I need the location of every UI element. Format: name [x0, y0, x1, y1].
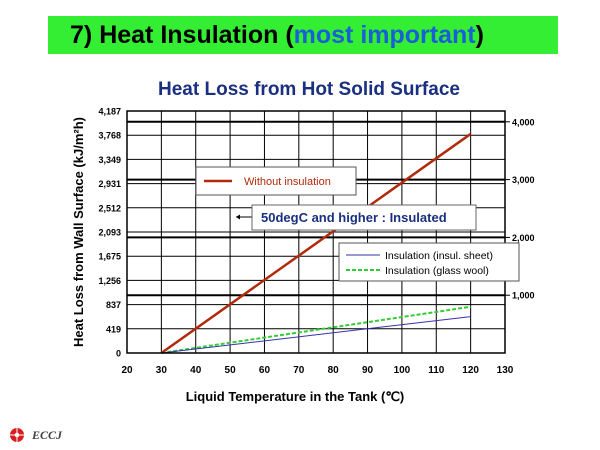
y2-tick-label: 4,000 [512, 117, 535, 127]
logo-mark-spacer [13, 428, 27, 442]
series-line-without-insulation [160, 132, 472, 355]
x-tick-label: 60 [259, 365, 271, 376]
x-tick-label: 30 [156, 365, 168, 376]
slide-title-number: 7) [70, 21, 93, 49]
legend-insulation: Insulation (insul. sheet) Insulation (gl… [338, 242, 520, 282]
y2-tick-label: 3,000 [512, 175, 535, 185]
annotation-box [251, 204, 477, 231]
chart-series [160, 132, 472, 355]
y-tick-label: 419 [106, 324, 121, 334]
y-tick-label: 1,256 [98, 276, 121, 286]
x-tick-label: 110 [428, 365, 445, 376]
y2-tick-label: 2,000 [512, 233, 535, 243]
legend-insul-sheet-label: Insulation (insul. sheet) [385, 250, 493, 262]
x-tick-label: 130 [497, 365, 514, 376]
y-tick-label: 2,093 [98, 228, 121, 238]
legend-without-insulation-box [195, 166, 357, 196]
chart-ticks: 20 30 40 50 60 70 80 90 100 110 120 130 0 419 837 1,256… [98, 107, 534, 377]
plot-frame [126, 110, 506, 354]
y-axis-label: Heat Loss from Wall Surface (kJ/m²h) [71, 117, 86, 347]
slide-title: 7) Heat Insulation (most important) [48, 16, 558, 54]
x-tick-label: 120 [462, 365, 479, 376]
x-tick-label: 80 [328, 365, 340, 376]
legend-without-insulation: Without insulation [195, 166, 357, 196]
chart-grid [127, 111, 505, 353]
annotation-text: 50degC and higher : Insulated [261, 210, 447, 225]
y-tick-label: 2,931 [98, 179, 121, 189]
y-tick-label: 3,349 [98, 155, 121, 165]
y-tick-label: 837 [106, 300, 121, 310]
insulation-annotation: 50degC and higher : Insulated [236, 204, 477, 231]
chart-title: Heat Loss from Hot Solid Surface [158, 79, 460, 100]
slide-title-accent: most important [293, 21, 476, 49]
y-tick-label: 0 [116, 349, 121, 359]
eccj-logo: ECCJ [13, 426, 62, 444]
slide-title-text: Heat Insulation ( [99, 21, 294, 49]
y-tick-label: 4,187 [98, 107, 121, 117]
y-tick-label: 1,675 [98, 252, 121, 262]
x-tick-label: 40 [190, 365, 202, 376]
legend-glass-wool-label: Insulation (glass wool) [385, 265, 489, 277]
x-tick-label: 50 [225, 365, 237, 376]
y2-tick-label: 1,000 [512, 291, 535, 301]
x-tick-label: 20 [121, 365, 133, 376]
series-line-insul-sheet [161, 316, 471, 354]
x-tick-label: 100 [394, 365, 411, 376]
series-line-glass-wool [161, 305, 471, 354]
logo-text: ECCJ [32, 427, 63, 442]
eccj-logo-mark [10, 428, 24, 442]
legend-insulation-box [338, 242, 520, 282]
x-axis-label: Liquid Temperature in the Tank (℃) [186, 389, 405, 404]
x-tick-label: 90 [362, 365, 374, 376]
y-tick-label: 2,512 [98, 203, 121, 213]
annotation-arrowhead [236, 214, 240, 220]
legend-without-insulation-label: Without insulation [244, 176, 331, 188]
x-tick-label: 70 [293, 365, 305, 376]
y-tick-label: 3,768 [98, 131, 121, 141]
slide-title-close: ) [475, 21, 484, 49]
